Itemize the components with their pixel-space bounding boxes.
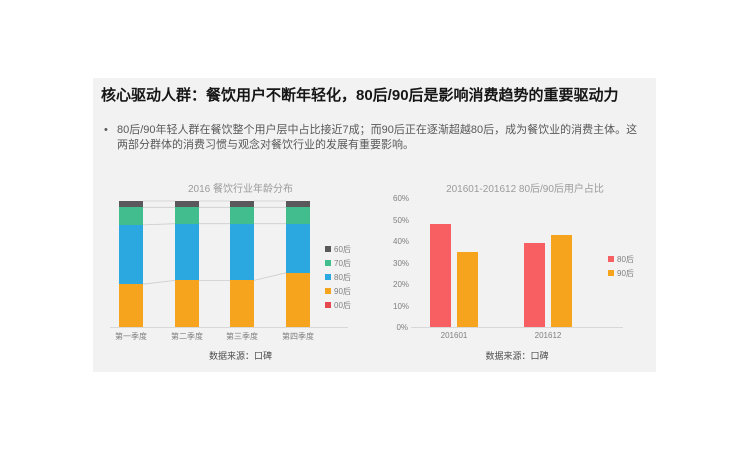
legend-label: 90后 <box>617 268 634 278</box>
bullet-item: • 80后/90年轻人群在餐饮整个用户层中占比接近7成；而90后正在逐渐超越80… <box>104 123 646 153</box>
bar-segment-60后 <box>175 201 199 208</box>
bar-segment-70后 <box>286 207 310 224</box>
bar-segment-90后 <box>119 284 143 327</box>
grouped-chart-plot: 0% 10% 20% 30% 40% 50% 60% 201601 201612 <box>393 178 656 372</box>
category-label: 201612 <box>534 331 562 340</box>
bar-segment-60后 <box>230 201 254 208</box>
legend-item: 80后 <box>325 270 351 284</box>
bar-segment-90后 <box>230 280 254 327</box>
y-tick-label: 50% <box>393 215 410 225</box>
bar-90后-201601 <box>457 251 478 328</box>
grouped-chart-baseline <box>411 327 623 328</box>
legend-label: 70后 <box>334 258 351 268</box>
bar-segment-70后 <box>175 207 199 224</box>
y-tick-label: 20% <box>393 280 410 289</box>
stacked-chart-legend: 60后 70后 80后 90后 00后 <box>325 242 351 312</box>
legend-swatch-90后 <box>325 288 331 294</box>
category-label: 201601 <box>440 331 468 340</box>
legend-item: 00后 <box>325 298 351 312</box>
bar-segment-90后 <box>175 280 199 327</box>
stacked-age-chart: 2016 餐饮行业年龄分布 第一季度 第二季度 第三季度 第四季度 60后 70后 80后… <box>103 178 388 372</box>
legend-label: 80后 <box>334 272 351 282</box>
legend-swatch-00后 <box>325 302 331 308</box>
legend-label: 60后 <box>334 244 351 254</box>
bar-segment-70后 <box>230 207 254 224</box>
grouped-chart-source: 数据来源：口碑 <box>485 351 549 361</box>
legend-swatch-90后 <box>608 270 614 276</box>
legend-item: 90后 <box>608 266 634 280</box>
category-label: 第四季度 <box>282 332 314 341</box>
slide-title: 核心驱动人群：餐饮用户不断年轻化，80后/90后是影响消费趋势的重要驱动力 <box>101 87 619 104</box>
legend-item: 70后 <box>325 256 351 270</box>
legend-swatch-70后 <box>325 260 331 266</box>
legend-item: 90后 <box>325 284 351 298</box>
bar-segment-60后 <box>119 201 143 208</box>
category-label: 第二季度 <box>171 332 203 341</box>
bar-segment-80后 <box>230 223 254 281</box>
grouped-user-chart: 201601-201612 80后/90后用户占比 0% 10% 20% 30% 40%… <box>393 178 656 372</box>
bar-segment-60后 <box>286 201 310 208</box>
bar-segment-70后 <box>119 207 143 225</box>
stacked-chart-source: 数据来源：口碑 <box>208 351 272 361</box>
y-tick-label: 10% <box>393 301 410 311</box>
legend-label: 00后 <box>334 300 351 310</box>
bar-90后-201612 <box>551 234 572 327</box>
legend-item: 80后 <box>608 252 634 266</box>
y-tick-label: 0% <box>396 323 408 332</box>
grouped-chart-title: 201601-201612 80后/90后用户占比 <box>446 184 604 195</box>
stacked-chart-baseline <box>110 327 348 328</box>
bar-segment-90后 <box>286 272 310 327</box>
grouped-chart-legend: 80后 90后 <box>608 252 634 280</box>
bar-segment-80后 <box>175 223 199 281</box>
stacked-chart-title: 2016 餐饮行业年龄分布 <box>187 184 294 195</box>
legend-swatch-60后 <box>325 246 331 252</box>
stacked-chart-plot: 第一季度 第二季度 第三季度 第四季度 <box>103 178 388 372</box>
bullet-marker: • <box>104 124 108 136</box>
legend-label: 80后 <box>617 254 634 264</box>
y-tick-label: 40% <box>393 237 410 246</box>
bar-80后-201612 <box>524 243 545 327</box>
bar-segment-80后 <box>119 224 143 285</box>
legend-item: 60后 <box>325 242 351 256</box>
category-label: 第一季度 <box>115 332 147 341</box>
bar-80后-201601 <box>430 223 451 327</box>
bar-segment-80后 <box>286 223 310 273</box>
category-label: 第三季度 <box>226 332 258 341</box>
y-tick-label: 30% <box>393 258 410 268</box>
legend-label: 90后 <box>334 286 351 296</box>
slide-panel: 核心驱动人群：餐饮用户不断年轻化，80后/90后是影响消费趋势的重要驱动力 • … <box>93 78 656 372</box>
bullet-text: 80后/90年轻人群在餐饮整个用户层中占比接近7成；而90后正在逐渐超越80后，… <box>117 124 638 151</box>
legend-swatch-80后 <box>608 256 614 262</box>
legend-swatch-80后 <box>325 274 331 280</box>
y-tick-label: 60% <box>393 194 410 203</box>
